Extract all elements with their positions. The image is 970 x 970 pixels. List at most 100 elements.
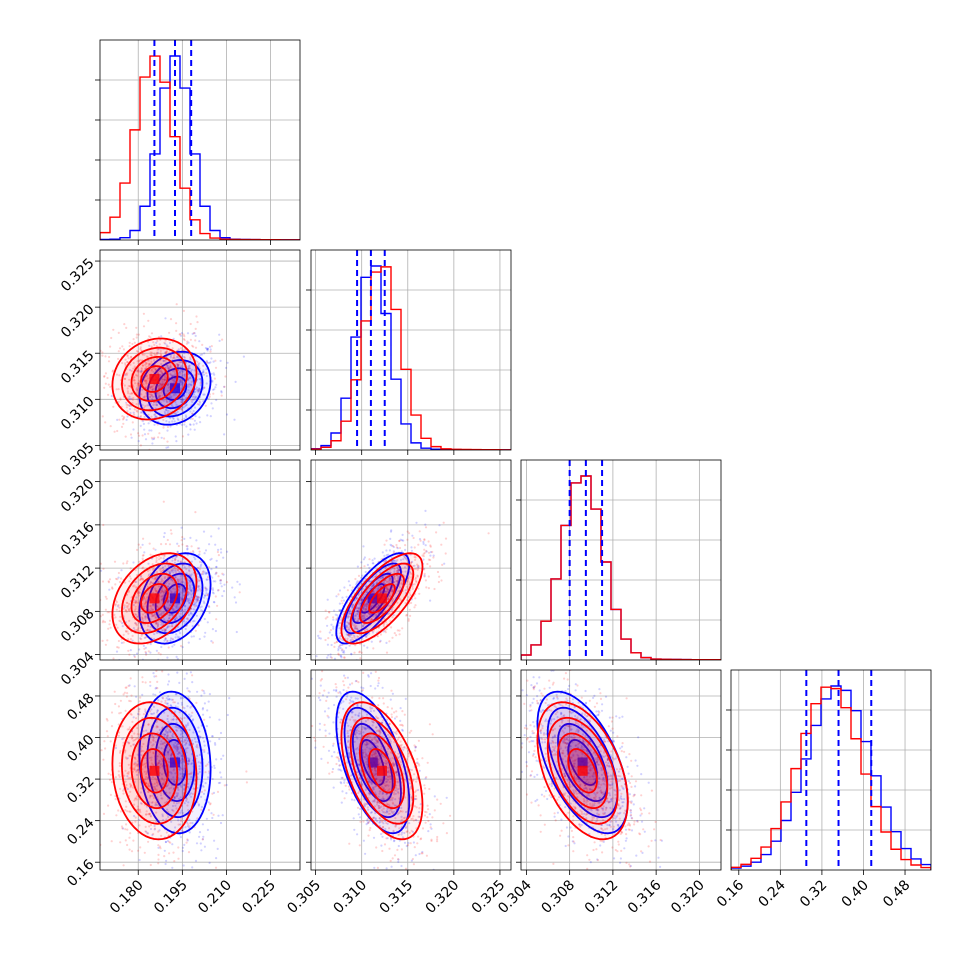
scatter-point <box>163 378 166 381</box>
scatter-point <box>163 378 166 381</box>
scatter-point <box>438 524 441 527</box>
scatter-point <box>318 684 320 686</box>
scatter-point <box>368 632 371 635</box>
scatter-point <box>164 317 167 320</box>
scatter-point <box>56 388 58 390</box>
scatter-point <box>355 610 359 613</box>
scatter-point <box>347 634 350 637</box>
scatter-point <box>157 761 160 764</box>
scatter-point <box>142 605 145 608</box>
scatter-point <box>378 591 381 594</box>
scatter-point <box>139 347 142 351</box>
scatter-point <box>139 359 142 362</box>
scatter-point <box>391 560 394 563</box>
scatter-point <box>158 759 161 762</box>
scatter-point <box>176 364 179 367</box>
scatter-point <box>432 554 435 557</box>
scatter-point <box>188 364 191 367</box>
scatter-point <box>210 402 213 405</box>
scatter-point <box>188 367 191 370</box>
scatter-point <box>140 367 143 370</box>
scatter-point <box>160 590 163 594</box>
scatter-point <box>348 644 351 647</box>
scatter-point <box>371 631 375 634</box>
scatter-point <box>215 758 218 761</box>
scatter-point <box>144 710 147 713</box>
scatter-point <box>125 562 128 565</box>
scatter-point <box>180 817 183 821</box>
scatter-point <box>171 734 174 737</box>
scatter-point <box>175 718 178 721</box>
scatter-point <box>187 365 190 368</box>
scatter-point <box>170 395 173 398</box>
scatter-point <box>150 607 153 610</box>
scatter-point <box>188 383 191 386</box>
scatter-point <box>135 798 138 801</box>
scatter-point <box>349 609 352 612</box>
scatter-point <box>381 551 384 554</box>
scatter-point <box>362 580 365 583</box>
scatter-point <box>137 440 140 443</box>
scatter-point <box>392 545 395 549</box>
scatter-point <box>150 609 153 612</box>
y-tick-label: 0.320 <box>58 301 98 341</box>
scatter-point <box>163 627 166 631</box>
scatter-point <box>198 587 201 591</box>
scatter-point <box>166 440 169 443</box>
scatter-point <box>176 410 179 413</box>
scatter-point <box>160 383 163 386</box>
scatter-point <box>208 393 211 396</box>
scatter-point <box>137 382 140 385</box>
scatter-point <box>110 394 113 398</box>
scatter-point <box>214 366 218 369</box>
scatter-point <box>383 617 386 621</box>
scatter-point <box>191 739 194 742</box>
scatter-point <box>137 590 140 593</box>
scatter-point <box>168 614 171 617</box>
scatter-point <box>147 575 150 578</box>
scatter-point <box>177 368 180 371</box>
scatter-point <box>143 395 146 398</box>
scatter-point <box>213 764 216 767</box>
scatter-point <box>363 608 367 611</box>
y-tick-label: 0.312 <box>58 562 98 602</box>
scatter-point <box>379 591 382 594</box>
scatter-point <box>196 360 199 363</box>
scatter-point <box>182 740 185 744</box>
scatter-point <box>153 576 157 579</box>
scatter-point <box>206 594 209 597</box>
scatter-point <box>398 539 401 543</box>
scatter-point <box>154 617 157 620</box>
scatter-point <box>135 695 138 698</box>
scatter-point <box>144 601 147 605</box>
density-peak <box>170 383 180 394</box>
scatter-point <box>166 389 169 392</box>
scatter-point <box>147 573 151 576</box>
scatter-point <box>139 811 142 814</box>
scatter-point <box>197 373 201 376</box>
scatter-point <box>141 567 144 570</box>
scatter-point <box>181 536 184 539</box>
scatter-point <box>355 613 358 616</box>
scatter-point <box>358 607 361 610</box>
scatter-point <box>189 706 192 709</box>
scatter-point <box>365 591 368 594</box>
scatter-point <box>123 373 126 377</box>
scatter-point <box>186 547 189 550</box>
scatter-point <box>117 571 120 575</box>
scatter-point <box>337 653 340 656</box>
scatter-point <box>128 602 131 606</box>
scatter-point <box>136 712 140 716</box>
scatter-point <box>209 348 212 351</box>
scatter-point <box>214 386 217 389</box>
scatter-point <box>189 599 192 602</box>
scatter-point <box>139 637 142 640</box>
scatter-point <box>148 429 151 432</box>
scatter-point <box>211 407 214 410</box>
scatter-point <box>116 429 119 433</box>
scatter-point <box>153 354 157 357</box>
scatter-point <box>347 621 350 624</box>
scatter-point <box>128 398 131 401</box>
scatter-point <box>357 586 360 590</box>
scatter-point <box>324 617 327 620</box>
